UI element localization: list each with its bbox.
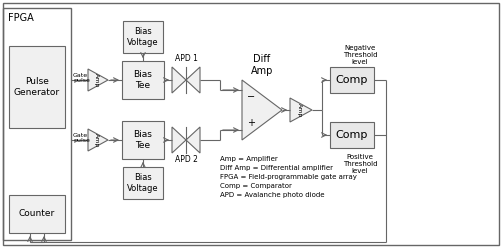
Text: Comp: Comp: [336, 130, 368, 140]
Text: APD 2: APD 2: [174, 155, 198, 164]
Bar: [122, 61, 164, 99]
Text: Comp: Comp: [336, 75, 368, 85]
Polygon shape: [186, 67, 200, 93]
Text: Gate
pulse: Gate pulse: [73, 73, 90, 83]
Text: Bias
Voltage: Bias Voltage: [127, 173, 159, 193]
Text: Bias
Tee: Bias Tee: [134, 70, 152, 90]
Text: Diff
Amp: Diff Amp: [251, 54, 273, 76]
Text: Positive
Threshold
level: Positive Threshold level: [343, 154, 377, 174]
Bar: [9, 195, 65, 233]
Bar: [123, 21, 163, 53]
Polygon shape: [172, 67, 186, 93]
Polygon shape: [172, 127, 186, 153]
Text: Counter: Counter: [19, 210, 55, 218]
Text: Bias
Tee: Bias Tee: [134, 130, 152, 150]
Bar: [9, 46, 65, 128]
Polygon shape: [242, 80, 282, 140]
Bar: [330, 122, 374, 148]
Text: Pulse
Generator: Pulse Generator: [14, 77, 60, 97]
Bar: [330, 67, 374, 93]
Text: Bias
Voltage: Bias Voltage: [127, 27, 159, 47]
Polygon shape: [88, 129, 108, 151]
Text: Amp: Amp: [297, 103, 302, 117]
Text: APD 1: APD 1: [174, 54, 198, 63]
Bar: [123, 167, 163, 199]
Bar: [3, 8, 71, 240]
Text: Amp: Amp: [94, 133, 99, 147]
Text: Amp = Amplifier
Diff Amp = Differential amplifier
FPGA = Field-programmable gate: Amp = Amplifier Diff Amp = Differential …: [220, 156, 357, 198]
Text: +: +: [247, 118, 255, 128]
Bar: [122, 121, 164, 159]
Polygon shape: [88, 69, 108, 91]
Text: Negative
Threshold
level: Negative Threshold level: [343, 45, 377, 65]
Text: FPGA: FPGA: [8, 13, 34, 23]
Text: Gate
pulse: Gate pulse: [73, 133, 90, 143]
Text: Amp: Amp: [94, 73, 99, 87]
Text: −: −: [247, 92, 255, 102]
Polygon shape: [290, 98, 312, 122]
Polygon shape: [186, 127, 200, 153]
